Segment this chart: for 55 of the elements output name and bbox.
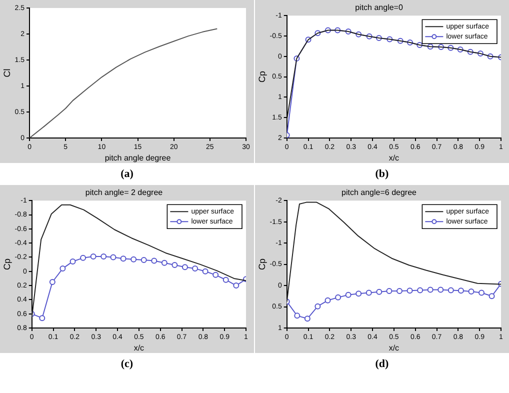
point — [212, 272, 219, 278]
text: (d) — [375, 357, 389, 372]
point — [386, 288, 392, 294]
y-axis-title: Cp — [2, 258, 12, 270]
point — [356, 290, 362, 297]
point — [60, 266, 66, 272]
y-axis-title: Cp — [256, 71, 267, 83]
point — [304, 316, 310, 322]
point — [80, 254, 86, 261]
point — [468, 288, 474, 294]
point — [396, 288, 402, 294]
point — [140, 257, 147, 264]
text: (c) — [120, 357, 134, 372]
point — [120, 256, 126, 262]
point — [182, 264, 188, 270]
point — [406, 288, 413, 294]
point — [151, 258, 158, 264]
point — [417, 287, 424, 294]
point — [39, 315, 46, 322]
point — [294, 312, 300, 319]
point — [172, 262, 178, 268]
point — [438, 286, 444, 293]
point — [202, 268, 208, 274]
point — [192, 266, 198, 272]
point — [478, 290, 485, 296]
point — [70, 258, 76, 264]
point — [314, 303, 321, 310]
y-axis-title: Cl — [2, 68, 12, 78]
point — [49, 278, 56, 285]
point — [161, 260, 168, 266]
chart-title: pitch angle= 2 degree — [85, 188, 164, 198]
point — [233, 282, 240, 289]
point — [427, 286, 434, 293]
text: (b) — [375, 167, 389, 182]
point — [100, 254, 107, 260]
x-axis-title: pitch angle degree — [104, 153, 172, 162]
text: (a) — [120, 167, 134, 182]
point — [130, 256, 137, 262]
y-axis-title: Cp — [256, 258, 267, 270]
chart-title: pitch angle=0 — [355, 3, 404, 12]
x-axis-title: x/c — [388, 343, 400, 352]
x-axis-title: x/c — [134, 343, 144, 352]
x-axis-title: x/c — [388, 153, 400, 162]
point — [345, 292, 352, 298]
point — [335, 294, 342, 300]
point — [222, 276, 229, 283]
point — [324, 297, 331, 304]
point — [366, 290, 372, 296]
point — [458, 288, 464, 294]
point — [448, 287, 454, 294]
point — [488, 293, 495, 300]
point — [110, 254, 116, 260]
point — [90, 254, 96, 260]
point — [376, 288, 382, 295]
chart-title: pitch angle=6 degree — [342, 188, 418, 198]
